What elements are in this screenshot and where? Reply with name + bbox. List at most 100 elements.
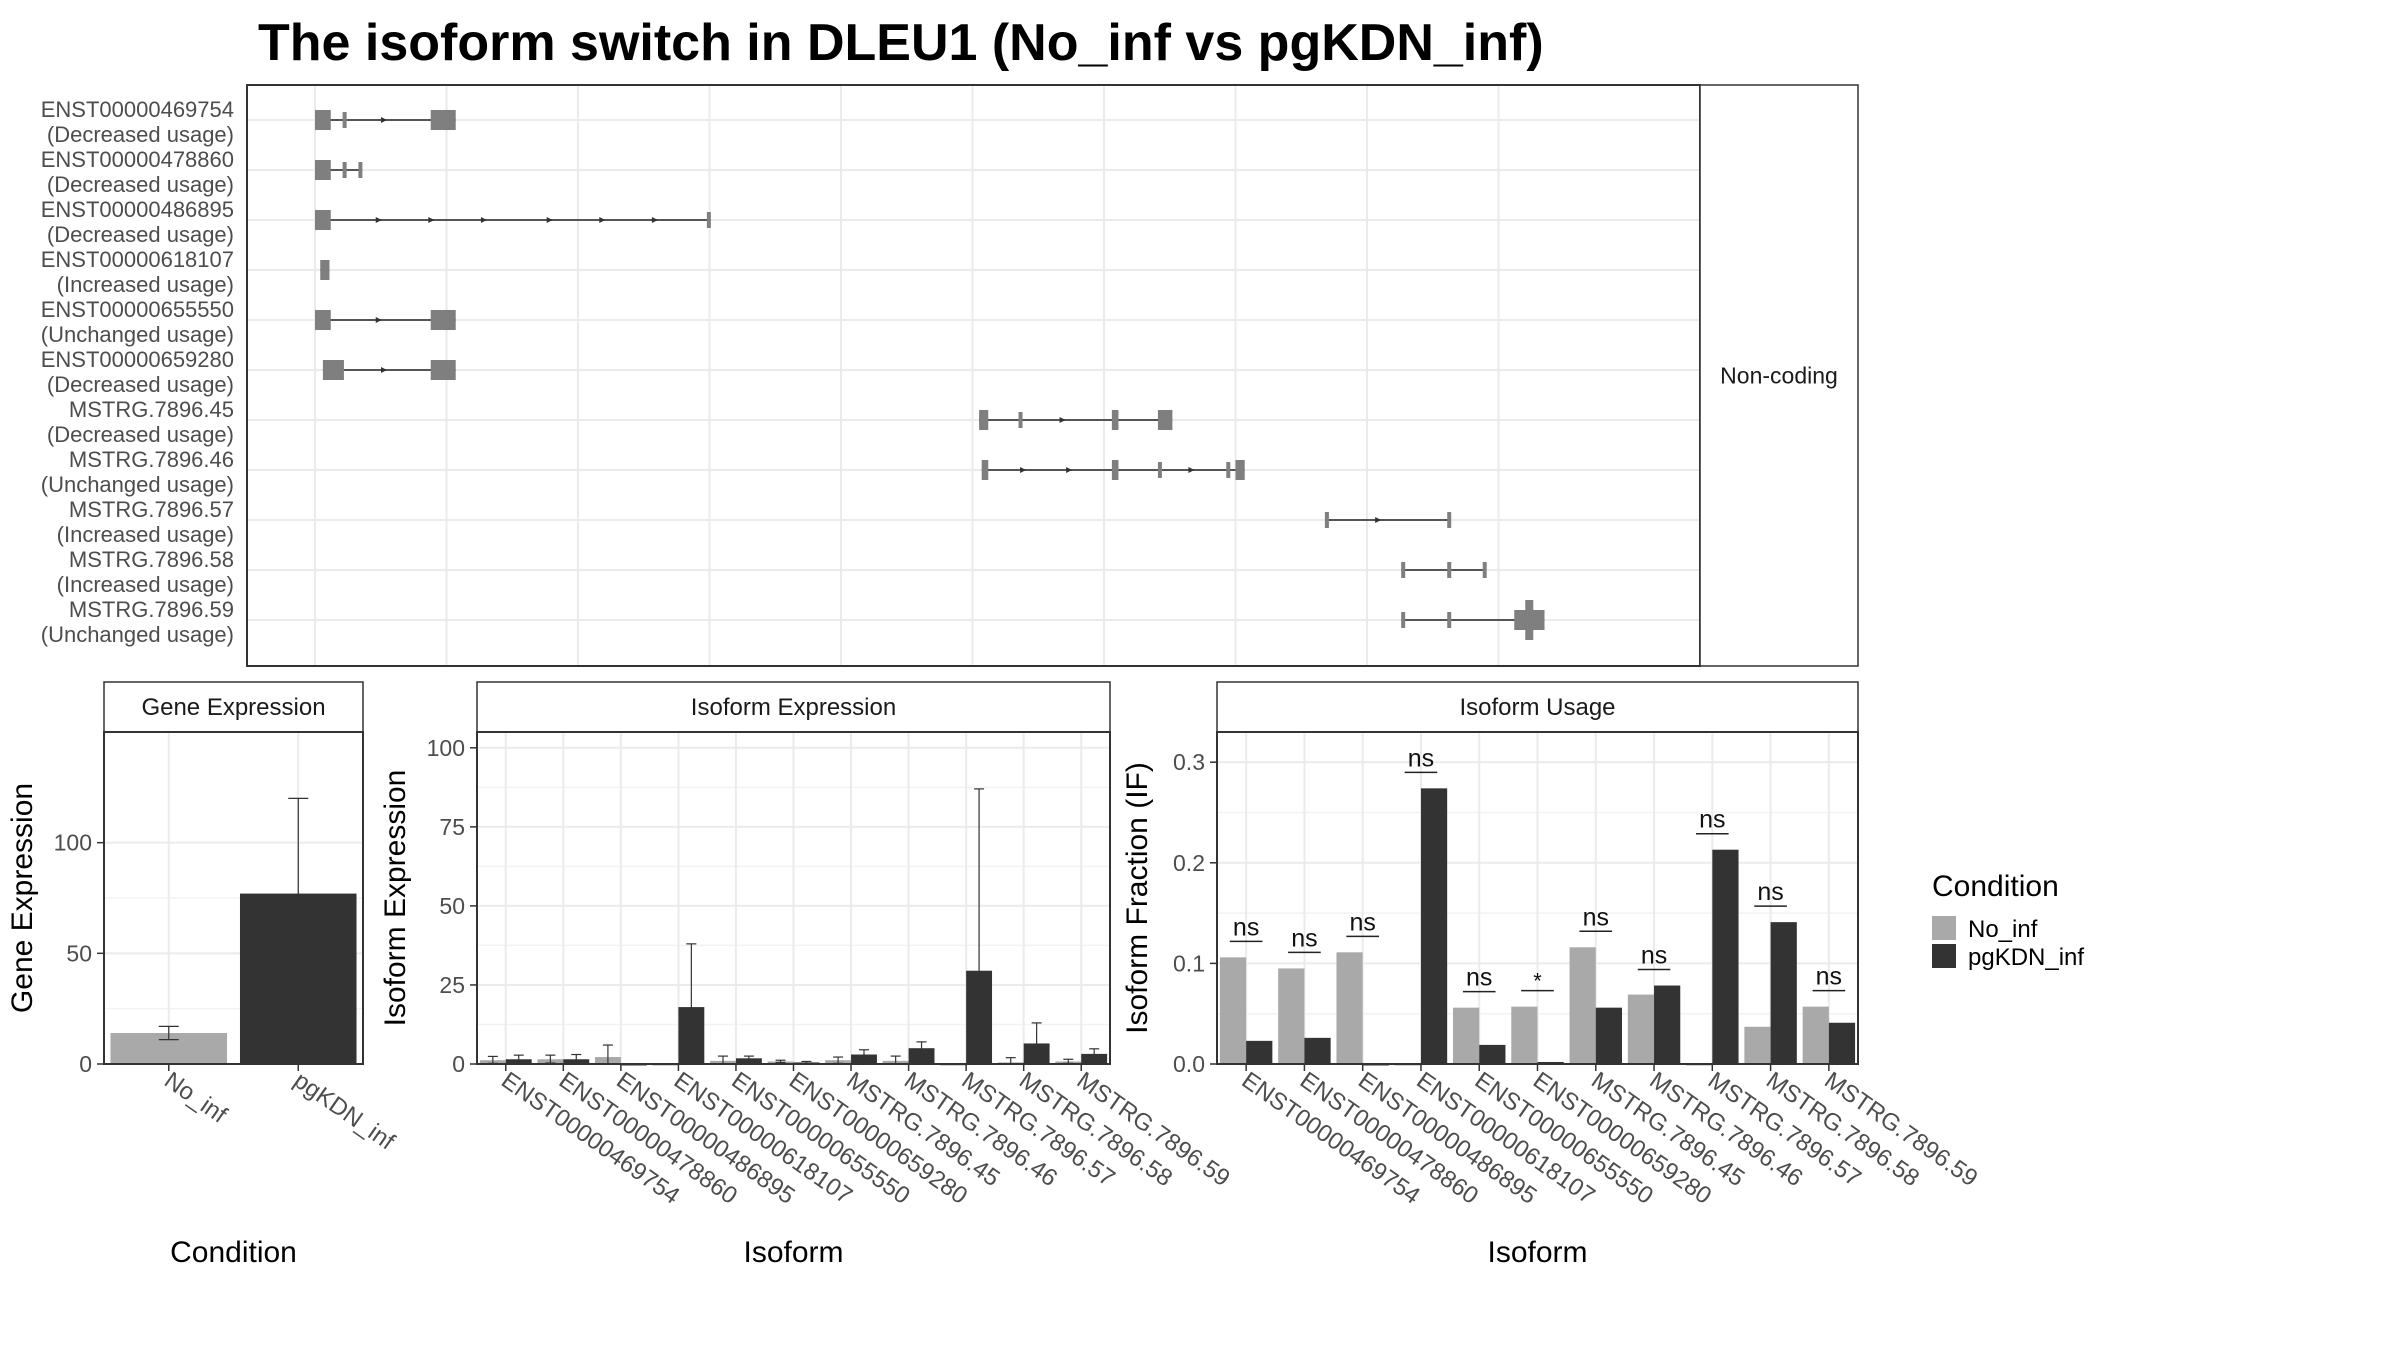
exon bbox=[1447, 512, 1452, 528]
significance-label: ns bbox=[1291, 924, 1317, 952]
significance-label: ns bbox=[1641, 942, 1667, 970]
y-axis-title: Gene Expression bbox=[6, 783, 39, 1013]
exon bbox=[358, 162, 363, 178]
y-tick-label: 0 bbox=[452, 1051, 465, 1077]
y-tick-label: 0 bbox=[79, 1051, 92, 1077]
strand-arrow bbox=[381, 367, 388, 373]
bar bbox=[1595, 1007, 1622, 1064]
strand-arrow bbox=[651, 217, 658, 223]
panel-strip bbox=[476, 681, 1111, 733]
isoform-track-ENST00000478860 bbox=[315, 160, 363, 180]
exon bbox=[1447, 562, 1452, 578]
significance-label: ns bbox=[1408, 744, 1434, 772]
y-axis-title: Isoform Expression bbox=[379, 770, 412, 1027]
y-tick-label: 75 bbox=[439, 814, 465, 840]
exon bbox=[1157, 410, 1173, 430]
bar bbox=[1627, 994, 1655, 1064]
exon bbox=[1401, 612, 1406, 628]
isoform-usage-panel: Isoform Usage ns ns ns ns ns * ns ns ns ns ns 0.0 0.1… bbox=[1121, 681, 1982, 1269]
exon bbox=[1482, 562, 1487, 578]
strand-arrow bbox=[428, 217, 435, 223]
isoform-status-label: (Decreased usage) bbox=[47, 422, 234, 447]
bar bbox=[908, 1048, 935, 1064]
significance-label: ns bbox=[1349, 908, 1375, 936]
isoform-track-ENST00000618107 bbox=[320, 260, 330, 280]
bar bbox=[1420, 788, 1448, 1064]
significance-label: ns bbox=[1466, 964, 1492, 992]
strand-arrow bbox=[1188, 467, 1195, 473]
exon bbox=[430, 360, 456, 380]
exon bbox=[1525, 600, 1534, 640]
bar bbox=[1511, 1006, 1538, 1064]
y-tick-label: 0.3 bbox=[1173, 749, 1205, 775]
significance-label: ns bbox=[1699, 806, 1725, 834]
exon bbox=[315, 110, 331, 130]
y-tick-label: 25 bbox=[439, 972, 465, 998]
strand-arrow bbox=[546, 217, 553, 223]
x-tick-label: No_inf bbox=[159, 1067, 232, 1129]
isoform-expression-panel: Isoform Expression0255075100ENST00000469… bbox=[379, 681, 1235, 1269]
strand-arrow bbox=[381, 117, 388, 123]
y-tick-label: 0.0 bbox=[1173, 1051, 1205, 1077]
bar bbox=[851, 1054, 877, 1064]
y-axis-title: Isoform Fraction (IF) bbox=[1121, 762, 1154, 1034]
y-tick-label: 0.2 bbox=[1173, 850, 1205, 876]
legend-label: pgKDN_inf bbox=[1968, 944, 2084, 971]
exon bbox=[1018, 412, 1023, 428]
exon bbox=[430, 310, 456, 330]
isoform-status-label: (Unchanged usage) bbox=[41, 322, 234, 347]
exon bbox=[342, 162, 347, 178]
isoform-label: ENST00000618107 bbox=[41, 247, 234, 272]
strand-arrow bbox=[375, 217, 382, 223]
legend-title: Condition bbox=[1932, 870, 2059, 903]
exon bbox=[1235, 460, 1245, 480]
strand-arrow bbox=[1375, 517, 1382, 523]
isoform-label: ENST00000655550 bbox=[41, 297, 234, 322]
bar bbox=[1802, 1006, 1829, 1064]
significance-label: ns bbox=[1583, 903, 1609, 931]
isoform-structure-panel: ENST00000469754(Decreased usage)ENST0000… bbox=[41, 84, 1859, 667]
isoform-label: ENST00000469754 bbox=[41, 97, 234, 122]
exon bbox=[1111, 460, 1119, 480]
bar bbox=[1712, 849, 1739, 1064]
exon bbox=[315, 210, 331, 230]
gene-expression-panel: Gene Expression 0 50 100 No_inf pgKDN_inf Cond… bbox=[6, 681, 400, 1269]
strand-arrow bbox=[599, 217, 606, 223]
y-tick-label: 100 bbox=[427, 735, 465, 761]
legend-label: No_inf bbox=[1968, 916, 2038, 943]
panel-strip bbox=[1216, 681, 1859, 733]
isoform-status-label: (Decreased usage) bbox=[47, 122, 234, 147]
panel-title: Isoform Usage bbox=[1459, 694, 1615, 721]
bar bbox=[1537, 1061, 1564, 1064]
exon bbox=[1401, 562, 1406, 578]
strand-arrow bbox=[375, 317, 382, 323]
bar bbox=[1569, 947, 1596, 1064]
isoform-track-MSTRG.7896.45 bbox=[979, 410, 1173, 430]
y-tick-label: 0.1 bbox=[1173, 950, 1205, 976]
exon bbox=[1157, 462, 1162, 478]
isoform-status-label: (Increased usage) bbox=[57, 572, 234, 597]
bar bbox=[1744, 1026, 1771, 1064]
bar bbox=[1278, 968, 1305, 1064]
isoform-label: MSTRG.7896.59 bbox=[69, 597, 234, 622]
bar bbox=[1246, 1040, 1273, 1064]
bar bbox=[1654, 985, 1681, 1064]
bar bbox=[1770, 922, 1797, 1064]
facet-strip-right bbox=[1699, 84, 1859, 667]
bar bbox=[1479, 1044, 1506, 1064]
y-tick-label: 50 bbox=[439, 893, 465, 919]
panel-strip bbox=[103, 681, 364, 733]
strand-arrow bbox=[1066, 467, 1073, 473]
isoform-status-label: (Decreased usage) bbox=[47, 172, 234, 197]
strand-arrow bbox=[480, 217, 487, 223]
legend-swatch bbox=[1932, 944, 1956, 968]
isoform-track-MSTRG.7896.59 bbox=[1401, 600, 1545, 640]
facet-strip-label: Non-coding bbox=[1720, 363, 1838, 389]
exon bbox=[706, 212, 711, 228]
significance-label: ns bbox=[1816, 963, 1842, 991]
isoform-label: MSTRG.7896.58 bbox=[69, 547, 234, 572]
isoform-track-ENST00000659280 bbox=[322, 360, 456, 380]
x-axis-title: Isoform bbox=[743, 1236, 843, 1269]
